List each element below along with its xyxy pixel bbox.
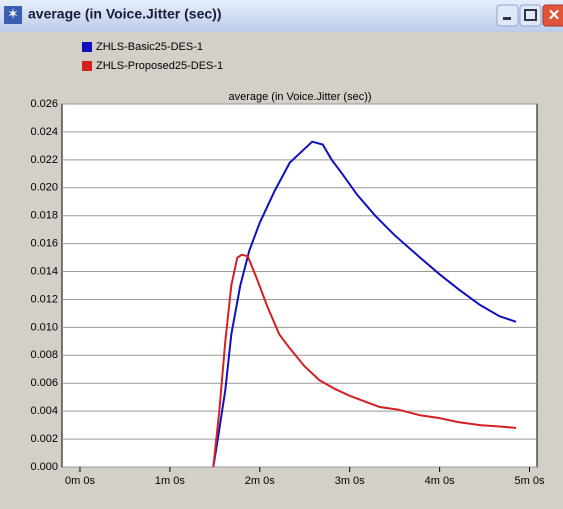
legend-label: ZHLS-Basic25-DES-1 bbox=[96, 41, 203, 53]
y-tick-label: 0.012 bbox=[30, 293, 58, 305]
maximize-button[interactable] bbox=[519, 4, 542, 27]
app-icon-glyph: ✶ bbox=[7, 6, 19, 22]
x-tick-label: 5m 0s bbox=[515, 475, 545, 487]
close-button[interactable] bbox=[542, 4, 563, 27]
app-icon bbox=[4, 6, 22, 24]
x-tick-label: 0m 0s bbox=[65, 475, 95, 487]
y-tick-label: 0.022 bbox=[30, 154, 58, 166]
y-tick-label: 0.026 bbox=[30, 98, 58, 110]
y-tick-label: 0.010 bbox=[30, 321, 58, 333]
series-line bbox=[212, 253, 517, 468]
close-glyph: ✕ bbox=[548, 7, 561, 24]
y-tick-label: 0.000 bbox=[30, 461, 58, 473]
legend-swatch bbox=[82, 61, 92, 71]
minimize-button[interactable] bbox=[496, 4, 519, 27]
y-tick-label: 0.004 bbox=[30, 405, 58, 417]
x-tick-label: 4m 0s bbox=[425, 475, 455, 487]
y-tick-label: 0.018 bbox=[30, 210, 58, 222]
window-title: average (in Voice.Jitter (sec)) bbox=[28, 6, 221, 22]
y-tick-label: 0.008 bbox=[30, 349, 58, 361]
series-line bbox=[212, 140, 517, 468]
x-tick-label: 2m 0s bbox=[245, 475, 275, 487]
y-tick-label: 0.014 bbox=[30, 265, 58, 277]
plot-area bbox=[61, 103, 538, 468]
x-tick-label: 1m 0s bbox=[155, 475, 185, 487]
y-tick-label: 0.002 bbox=[30, 433, 58, 445]
y-tick-label: 0.020 bbox=[30, 182, 58, 194]
x-tick-label: 3m 0s bbox=[335, 475, 365, 487]
y-tick-label: 0.024 bbox=[30, 126, 58, 138]
y-tick-label: 0.006 bbox=[30, 377, 58, 389]
minimize-glyph bbox=[503, 17, 511, 20]
title-bar bbox=[0, 0, 563, 32]
chart-title: average (in Voice.Jitter (sec)) bbox=[228, 91, 371, 103]
maximize-glyph bbox=[524, 9, 537, 21]
legend-swatch bbox=[82, 42, 92, 52]
y-tick-label: 0.016 bbox=[30, 238, 58, 250]
legend-label: ZHLS-Proposed25-DES-1 bbox=[96, 60, 223, 72]
